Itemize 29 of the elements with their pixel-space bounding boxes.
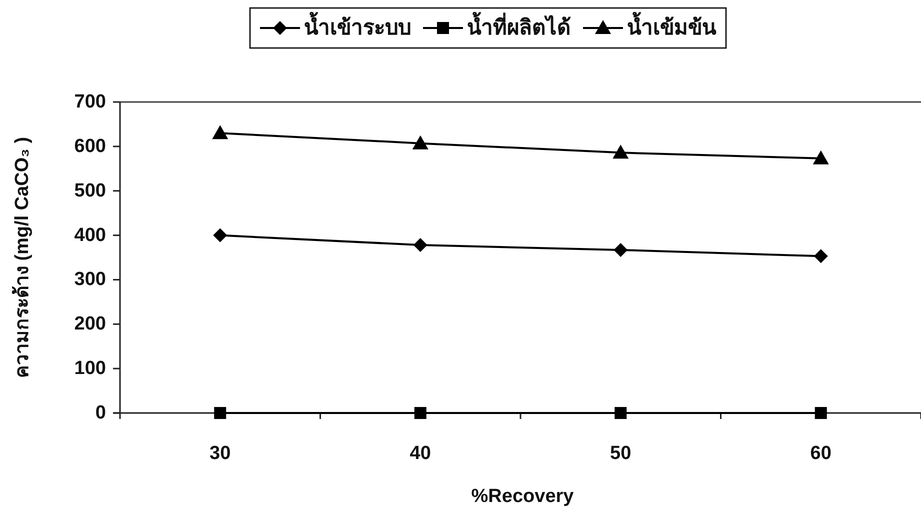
y-tick-label: 0 [95,402,106,424]
point [812,150,829,164]
point [814,407,827,419]
legend-label: น้ำเข้มข้น [627,12,717,40]
y-tick-label: 700 [74,92,106,112]
legend-label: น้ำที่ผลิตได้ [467,12,571,40]
point [814,249,828,264]
y-tick-label: 400 [74,224,106,246]
x-tick-label: 50 [610,443,632,464]
y-axis-title: ความกระด้าง (mg/l CaCO₃ ) [11,136,33,378]
point [214,407,226,419]
point [612,144,629,159]
y-tick-label: 200 [74,314,106,335]
point [413,238,428,252]
y-tick-label: 500 [74,180,106,202]
x-axis-title: %Recovery [471,486,574,507]
point [614,407,627,419]
x-tick-label: 40 [410,443,431,464]
y-tick-label: 300 [74,269,106,290]
point [213,228,228,242]
point [412,135,428,150]
legend-label: น้ำเข้าระบบ [304,12,411,40]
x-tick-label: 60 [810,443,832,464]
y-tick-label: 100 [74,358,106,380]
x-tick-label: 30 [210,443,231,464]
point [414,407,426,419]
y-tick-label: 600 [74,136,106,157]
point [212,125,228,140]
point [614,242,628,257]
